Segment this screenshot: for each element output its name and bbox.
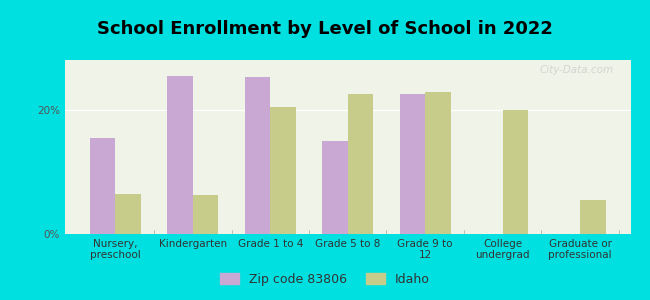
Bar <box>270 106 296 234</box>
Bar <box>90 138 115 234</box>
Bar <box>348 94 373 234</box>
Bar <box>244 77 270 234</box>
Bar <box>580 200 606 234</box>
Legend: Zip code 83806, Idaho: Zip code 83806, Idaho <box>215 268 435 291</box>
Bar <box>425 92 451 234</box>
Text: City-Data.com: City-Data.com <box>540 65 614 75</box>
Bar <box>322 141 348 234</box>
Bar <box>115 194 141 234</box>
Text: School Enrollment by Level of School in 2022: School Enrollment by Level of School in … <box>97 20 553 38</box>
Bar <box>167 76 193 234</box>
Bar <box>193 196 218 234</box>
Bar <box>502 110 528 234</box>
Bar <box>400 94 425 234</box>
